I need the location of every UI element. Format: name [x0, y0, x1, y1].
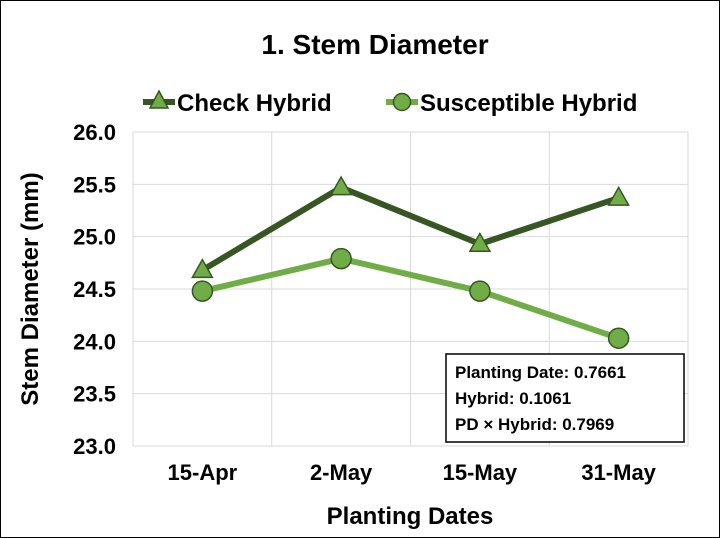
legend-marker-check-hybrid [148, 89, 170, 109]
data-point-series-0 [329, 175, 353, 196]
stats-pd-hybrid: PD × Hybrid: 0.7969 [455, 415, 614, 434]
x-axis-ticks: 15-Apr 2-May 15-May 31-May [168, 460, 657, 485]
data-point-series-0 [607, 185, 630, 206]
plot-area [132, 131, 689, 447]
legend-label-check-hybrid: Check Hybrid [177, 90, 332, 117]
data-point-series-1 [469, 280, 491, 302]
stats-hybrid: Hybrid: 0.1061 [455, 389, 571, 408]
data-point-series-1 [330, 247, 352, 270]
y-tick-label: 24.5 [73, 277, 116, 302]
legend-marker-susceptible-hybrid [392, 92, 412, 112]
series-markers [191, 175, 630, 349]
y-axis-label: Stem Diameter (mm) [17, 172, 44, 405]
x-axis-label: Planting Dates [327, 503, 494, 530]
data-point-series-0 [191, 258, 214, 279]
y-axis-ticks: 23.0 23.5 24.0 24.5 25.0 25.5 26.0 [73, 120, 116, 459]
y-tick-label: 25.5 [73, 172, 116, 197]
stats-box: Planting Date: 0.7661 Hybrid: 0.1061 PD … [445, 353, 685, 443]
data-point-series-0 [468, 231, 492, 252]
legend-label-susceptible-hybrid: Susceptible Hybrid [420, 90, 637, 117]
data-point-series-1 [607, 327, 630, 349]
x-tick-label: 15-Apr [168, 460, 238, 485]
x-tick-label: 15-May [443, 460, 518, 485]
y-tick-label: 26.0 [73, 120, 116, 145]
data-point-series-1 [191, 280, 214, 302]
series-line-1 [201, 255, 620, 342]
y-tick-label: 24.0 [73, 329, 116, 354]
series-lines [200, 184, 620, 342]
series-line-0 [200, 184, 620, 273]
legend-item-check-hybrid: Check Hybrid [143, 89, 332, 117]
x-tick-label: 31-May [581, 460, 656, 485]
x-tick-label: 2-May [310, 460, 373, 485]
y-tick-label: 25.0 [73, 225, 116, 250]
legend: Check Hybrid Susceptible Hybrid [143, 89, 637, 117]
stats-planting-date: Planting Date: 0.7661 [455, 363, 626, 382]
y-tick-label: 23.0 [73, 434, 116, 459]
legend-item-susceptible-hybrid: Susceptible Hybrid [386, 90, 637, 117]
stats-box-border [445, 353, 685, 443]
chart-title: 1. Stem Diameter [261, 29, 488, 60]
y-tick-label: 23.5 [73, 382, 116, 407]
